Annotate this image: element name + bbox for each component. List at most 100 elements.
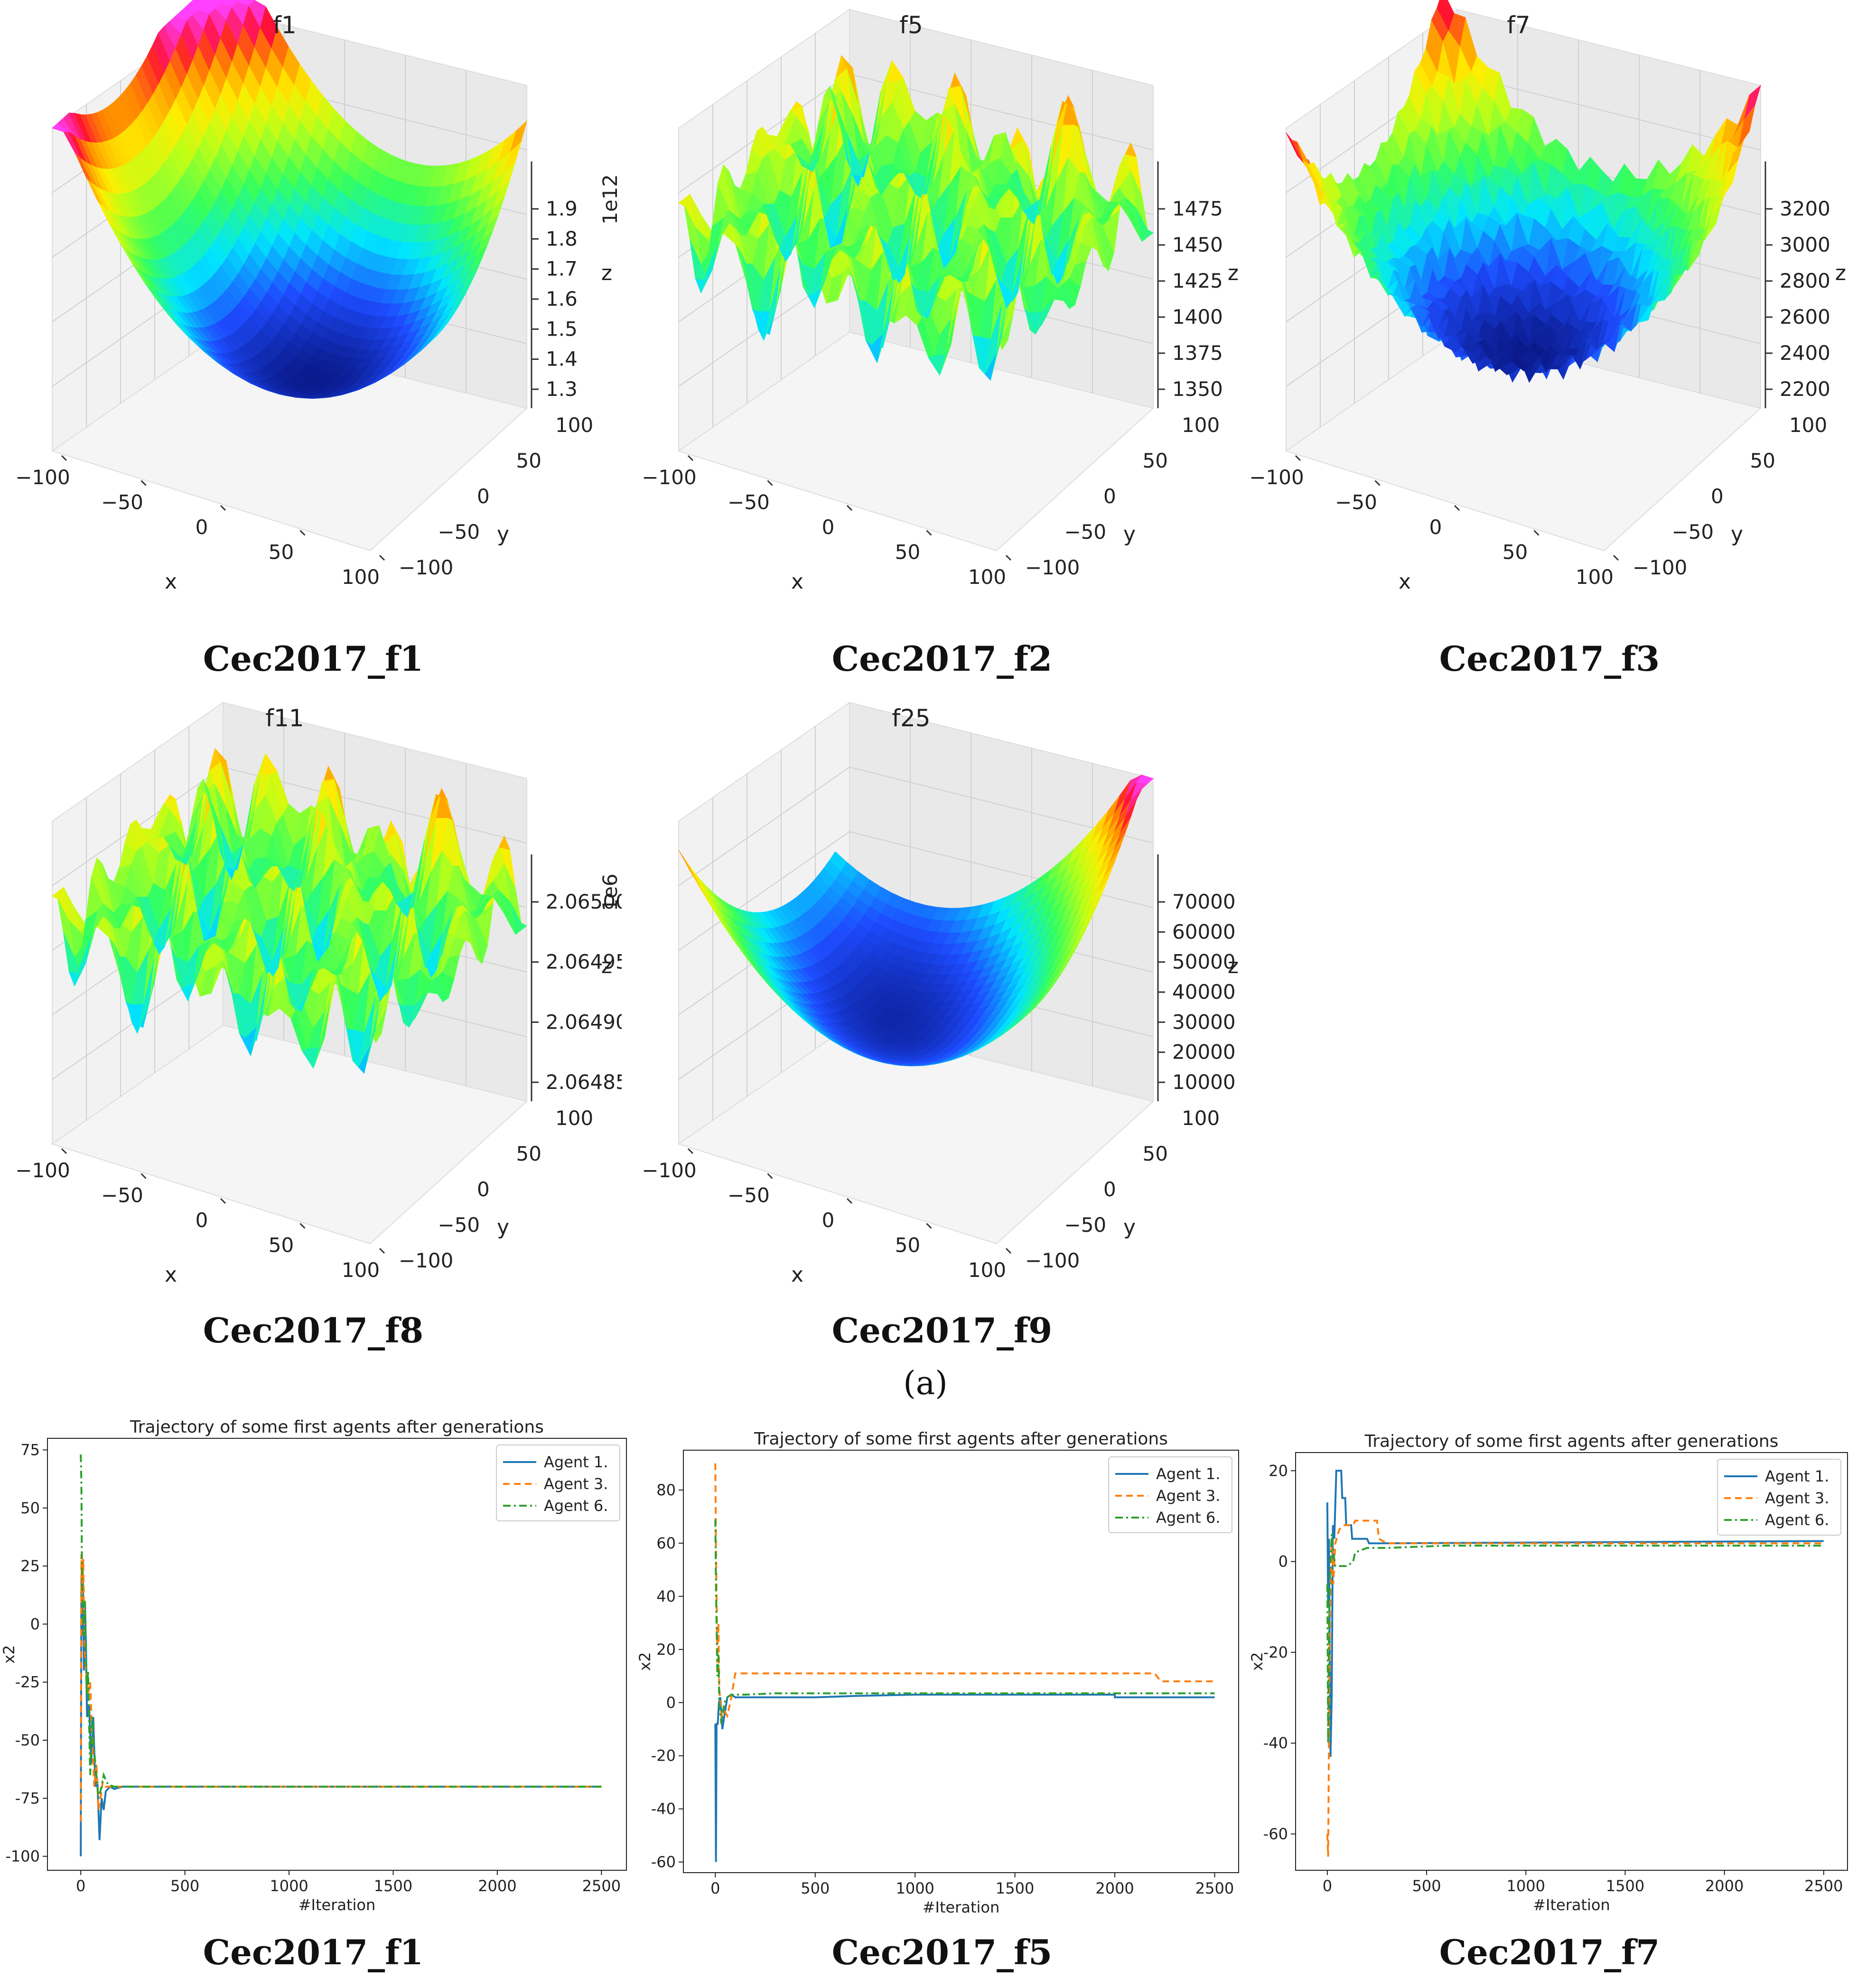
caption-line-3: Cec2017_f7 xyxy=(1439,1932,1660,1972)
y-tick-label: 100 xyxy=(1182,413,1220,437)
y-tick-label: -25 xyxy=(15,1673,40,1691)
z-tick-label: 1.5 xyxy=(546,317,578,340)
x-tick-label: 100 xyxy=(342,1258,380,1282)
x-tick-mark xyxy=(379,554,385,561)
y-tick-label: 0 xyxy=(477,485,490,508)
x-axis-label: #Iteration xyxy=(1533,1896,1610,1914)
z-axis-label: z xyxy=(601,954,612,978)
surface-panel-1: f1 −100 −50 0 50 100 x 100 50 0 −50 −100 y 1.9 1.8 1.7 1… xyxy=(0,0,622,636)
x-tick-label: 1500 xyxy=(374,1877,412,1895)
line-chart-f5: Trajectory of some first agents after ge… xyxy=(636,1429,1239,1916)
y-tick-label: 50 xyxy=(516,1142,541,1165)
x-axis-label: x xyxy=(791,570,803,594)
surface-title: f1 xyxy=(273,11,296,39)
z-offset-label: 1e6 xyxy=(598,873,622,911)
caption-surface-5: Cec2017_f9 xyxy=(831,1310,1053,1350)
line-chart-f1: Trajectory of some first agents after ge… xyxy=(0,1417,627,1914)
x-tick-mark xyxy=(687,455,694,461)
legend-label: Agent 3. xyxy=(1765,1489,1829,1507)
y-axis-label: x2 xyxy=(0,1645,18,1663)
y-axis-label: y xyxy=(1731,522,1743,546)
y-tick-label: -50 xyxy=(15,1731,40,1749)
y-tick-label: 50 xyxy=(1143,449,1168,472)
y-tick-label: 100 xyxy=(1182,1107,1220,1130)
x-tick-mark xyxy=(846,505,853,511)
y-tick-label: −50 xyxy=(1064,520,1107,544)
y-tick-label: −50 xyxy=(438,520,480,544)
series-line-3 xyxy=(1326,1534,1824,1744)
z-offset-label: 1e12 xyxy=(598,174,622,225)
x-tick-mark xyxy=(926,1223,932,1229)
x-tick-label: 100 xyxy=(342,565,380,589)
x-tick-label: −100 xyxy=(15,466,70,489)
x-tick-mark xyxy=(687,1148,694,1154)
x-axis-label: x xyxy=(791,1263,803,1287)
x-tick-mark xyxy=(1374,480,1381,486)
surface-plot-f11: f11 −100 −50 0 50 100 x 100 50 0 −50 −100 y 2.06500 2.… xyxy=(15,702,628,1287)
x-tick-mark xyxy=(379,1247,385,1254)
legend-label: Agent 1. xyxy=(544,1453,608,1471)
x-tick-label: 1500 xyxy=(996,1879,1034,1897)
surface-mesh xyxy=(678,774,1154,1067)
z-tick-label: 2.06495 xyxy=(546,950,622,974)
caption-line-2: Cec2017_f5 xyxy=(831,1932,1053,1972)
grid-line xyxy=(678,831,850,951)
x-tick-label: 0 xyxy=(710,1879,720,1897)
y-axis-label: y xyxy=(497,1215,509,1239)
z-axis-label: z xyxy=(601,261,612,285)
x-tick-label: 0 xyxy=(1429,516,1442,539)
y-tick-label: -60 xyxy=(1263,1825,1288,1843)
x-tick-label: −50 xyxy=(728,1184,770,1207)
x-tick-label: 0 xyxy=(1323,1877,1332,1895)
x-tick-label: −50 xyxy=(101,1184,143,1207)
z-tick-label: 1425 xyxy=(1172,269,1223,292)
y-tick-label: 50 xyxy=(1750,449,1775,472)
caption-surface-4: Cec2017_f8 xyxy=(203,1310,424,1350)
surface-mesh xyxy=(52,0,527,399)
surface-plot-f25: f25 −100 −50 0 50 100 x 100 50 0 −50 −100 y 70000 6000… xyxy=(642,702,1239,1287)
surface-title: f7 xyxy=(1507,11,1530,39)
y-tick-label: 0 xyxy=(1103,485,1116,508)
x-tick-mark xyxy=(220,505,226,511)
line-chart-title: Trajectory of some first agents after ge… xyxy=(754,1429,1168,1449)
x-tick-label: 2000 xyxy=(1705,1877,1744,1895)
z-tick-label: 60000 xyxy=(1172,920,1236,943)
z-tick-label: 30000 xyxy=(1172,1010,1236,1033)
y-tick-label: −100 xyxy=(1025,556,1080,579)
legend-label: Agent 1. xyxy=(1765,1467,1829,1485)
line-chart-title: Trajectory of some first agents after ge… xyxy=(1364,1432,1779,1451)
x-tick-label: 500 xyxy=(1412,1877,1441,1895)
x-tick-label: −50 xyxy=(1335,491,1377,514)
y-tick-label: -20 xyxy=(651,1747,676,1765)
caption-surface-3: Cec2017_f3 xyxy=(1439,638,1660,679)
x-axis-label: #Iteration xyxy=(923,1898,1000,1916)
y-tick-label: 25 xyxy=(20,1557,40,1575)
z-tick-label: 1350 xyxy=(1172,377,1223,401)
x-axis-label: x xyxy=(165,570,177,594)
x-tick-mark xyxy=(1454,505,1460,511)
y-tick-label: 40 xyxy=(656,1587,676,1605)
floor-pane xyxy=(1285,331,1762,552)
floor-pane xyxy=(677,331,1155,552)
z-tick-label: 20000 xyxy=(1172,1041,1236,1064)
x-tick-label: 2000 xyxy=(1095,1879,1134,1897)
legend-box xyxy=(1108,1456,1232,1533)
y-axis-label: x2 xyxy=(636,1652,654,1670)
line-panel-2: Trajectory of some first agents after ge… xyxy=(636,1426,1248,1920)
z-tick-label: 1.3 xyxy=(546,377,578,401)
legend-box xyxy=(1717,1459,1841,1536)
y-tick-label: −100 xyxy=(1633,556,1687,579)
surface-title: f11 xyxy=(265,704,304,732)
z-axis-label: z xyxy=(1228,954,1239,978)
z-tick-label: 1.8 xyxy=(546,227,578,250)
surface-facet xyxy=(191,0,209,5)
line-chart-title: Trajectory of some first agents after ge… xyxy=(130,1417,544,1437)
grid-line xyxy=(678,767,850,886)
y-axis-label: y xyxy=(1123,1215,1136,1239)
legend-box xyxy=(496,1444,620,1521)
x-tick-label: 1000 xyxy=(896,1879,934,1897)
z-tick-label: 1.4 xyxy=(546,347,578,371)
z-tick-label: 2200 xyxy=(1780,377,1830,401)
y-tick-label: −50 xyxy=(438,1213,480,1237)
x-tick-label: 0 xyxy=(76,1877,85,1895)
